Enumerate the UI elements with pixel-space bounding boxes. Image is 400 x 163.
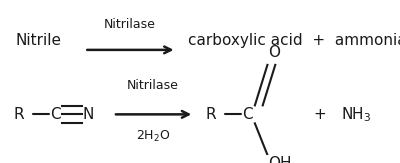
Text: 2H$_2$O: 2H$_2$O [136, 129, 170, 144]
Text: R: R [14, 107, 24, 122]
Text: O: O [268, 45, 280, 60]
Text: R: R [206, 107, 216, 122]
Text: Nitrile: Nitrile [16, 33, 62, 48]
Text: C: C [50, 107, 61, 122]
Text: Nitrilase: Nitrilase [104, 18, 155, 31]
Text: N: N [82, 107, 94, 122]
Text: Nitrilase: Nitrilase [127, 79, 179, 92]
Text: carboxylic acid  +  ammonia: carboxylic acid + ammonia [188, 33, 400, 48]
Text: OH: OH [268, 156, 291, 163]
Text: C: C [242, 107, 253, 122]
Text: +: + [313, 107, 326, 122]
Text: NH$_3$: NH$_3$ [341, 105, 372, 124]
